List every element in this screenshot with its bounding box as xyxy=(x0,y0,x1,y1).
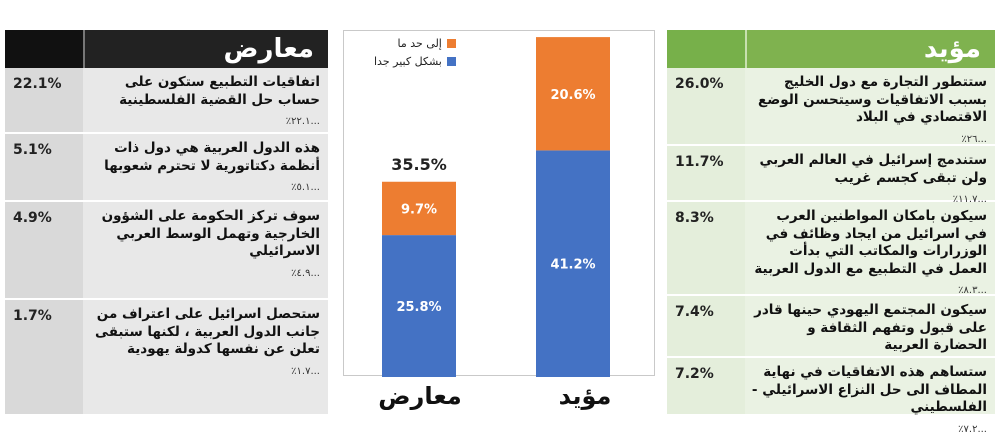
reason-note: ...١١.٧٪ xyxy=(952,194,987,206)
reason-text: هذه الدول العربية هي دول ذات أنظمة دكتات… xyxy=(104,140,320,174)
bar-value-label: 41.2% xyxy=(550,258,595,273)
reason-note: ...٧.٢٪ xyxy=(958,423,987,435)
reason-text: ستحصل اسرائيل على اعتراف من جانب الدول ا… xyxy=(95,306,320,358)
bar-segment-very-much xyxy=(382,235,456,377)
reason-note: ...٨.٣٪ xyxy=(958,285,987,297)
reason-text: سيكون المجتمع اليهودي حينها قادر على قبو… xyxy=(754,302,987,354)
reason-row: 7.2% ستساهم هذه الاتفاقيات في نهاية المطا… xyxy=(667,358,995,435)
reason-text: اتفاقيات التطبيع ستكون على حساب حل القضي… xyxy=(119,74,320,108)
reason-text-cell: هذه الدول العربية هي دول ذات أنظمة دكتات… xyxy=(83,134,328,200)
legend-swatch-blue xyxy=(446,57,456,66)
bar-segment-very-much xyxy=(536,150,610,377)
reason-note: ...٢٦٪ xyxy=(961,133,987,145)
reason-text: ستتطور التجارة مع دول الخليج بسبب الاتفا… xyxy=(758,74,987,126)
reason-row: 4.9% سوف تركز الحكومة على الشؤون الخارجية… xyxy=(5,202,328,300)
reason-text-cell: سيكون بامكان المواطنين العرب في اسرائيل … xyxy=(745,202,995,297)
bar-value-label: 9.7% xyxy=(401,202,437,217)
chart-plot: 25.8%9.7%35.5%41.2%20.6%61.8% xyxy=(382,37,610,377)
reason-note: ...١.٧٪ xyxy=(291,365,320,377)
category-label-supporter: مؤيد xyxy=(558,382,612,410)
reason-text: سيكون بامكان المواطنين العرب في اسرائيل … xyxy=(754,208,987,277)
bar-value-label: 25.8% xyxy=(396,300,441,315)
supporter-header: مؤيد xyxy=(667,30,995,68)
reason-row: 11.7% ستندمج إسرائيل في العالم العربي ولن… xyxy=(667,146,995,205)
reason-percentage: 8.3% xyxy=(667,202,745,294)
chart-legend: إلى حد ما بشكل كبير جدا xyxy=(374,37,456,73)
reason-row: 26.0% ستتطور التجارة مع دول الخليج بسبب ا… xyxy=(667,68,995,146)
reason-text-cell: سوف تركز الحكومة على الشؤون الخارجية وته… xyxy=(83,202,328,298)
legend-label: بشكل كبير جدا xyxy=(374,55,442,68)
bar-value-label: 20.6% xyxy=(550,88,595,103)
reason-text: سوف تركز الحكومة على الشؤون الخارجية وته… xyxy=(101,208,320,260)
reason-text-cell: ستحصل اسرائيل على اعتراف من جانب الدول ا… xyxy=(83,300,328,414)
reason-note: ...٤.٩٪ xyxy=(291,267,320,279)
opposed-panel: معارض 22.1% اتفاقيات التطبيع ستكون على حس… xyxy=(5,30,328,416)
legend-item-very-much: بشكل كبير جدا xyxy=(374,55,456,68)
reason-row: 22.1% اتفاقيات التطبيع ستكون على حساب حل … xyxy=(5,68,328,134)
reason-percentage: 5.1% xyxy=(5,134,83,200)
reason-row: 8.3% سيكون بامكان المواطنين العرب في اسرا… xyxy=(667,202,995,296)
reason-text-cell: ستساهم هذه الاتفاقيات في نهاية المطاف ال… xyxy=(745,358,995,435)
bar-segment-somewhat xyxy=(382,181,456,236)
reason-percentage: 7.4% xyxy=(667,296,745,356)
supporter-panel: مؤيد 26.0% ستتطور التجارة مع دول الخليج ب… xyxy=(667,30,995,435)
reason-text: ستساهم هذه الاتفاقيات في نهاية المطاف ال… xyxy=(751,364,987,416)
reason-text-cell: ستندمج إسرائيل في العالم العربي ولن تبقى… xyxy=(745,146,995,205)
reason-note: ...٢٢.١٪ xyxy=(285,116,320,128)
supporter-title: مؤيد xyxy=(745,30,995,68)
legend-item-somewhat: إلى حد ما xyxy=(374,37,456,50)
category-label-opposed: معارض xyxy=(378,382,462,410)
legend-swatch-orange xyxy=(446,39,456,48)
reason-percentage: 7.2% xyxy=(667,358,745,414)
opposed-header: معارض xyxy=(5,30,328,68)
bar-segment-somewhat xyxy=(536,37,610,151)
reason-note: ...٥.١٪ xyxy=(291,182,320,194)
reason-row: 1.7% ستحصل اسرائيل على اعتراف من جانب الد… xyxy=(5,300,328,416)
reason-percentage: 1.7% xyxy=(5,300,83,414)
bar-total-label: 35.5% xyxy=(391,155,447,174)
reason-text-cell: ستتطور التجارة مع دول الخليج بسبب الاتفا… xyxy=(745,68,995,145)
reason-text-cell: اتفاقيات التطبيع ستكون على حساب حل القضي… xyxy=(83,68,328,132)
reason-percentage: 4.9% xyxy=(5,202,83,298)
stacked-bar-chart: إلى حد ما بشكل كبير جدا 25.8% 9.7% 35.5% 41… xyxy=(343,30,655,377)
reason-row: 7.4% سيكون المجتمع اليهودي حينها قادر على… xyxy=(667,296,995,373)
legend-label: إلى حد ما xyxy=(397,37,442,50)
reason-text: ستندمج إسرائيل في العالم العربي ولن تبقى… xyxy=(759,152,987,186)
opposed-title: معارض xyxy=(83,30,328,68)
reason-percentage: 26.0% xyxy=(667,68,745,144)
reason-percentage: 22.1% xyxy=(5,68,83,132)
reason-row: 5.1% هذه الدول العربية هي دول ذات أنظمة د… xyxy=(5,134,328,202)
reason-percentage: 11.7% xyxy=(667,146,745,200)
reason-text-cell: سيكون المجتمع اليهودي حينها قادر على قبو… xyxy=(745,296,995,373)
